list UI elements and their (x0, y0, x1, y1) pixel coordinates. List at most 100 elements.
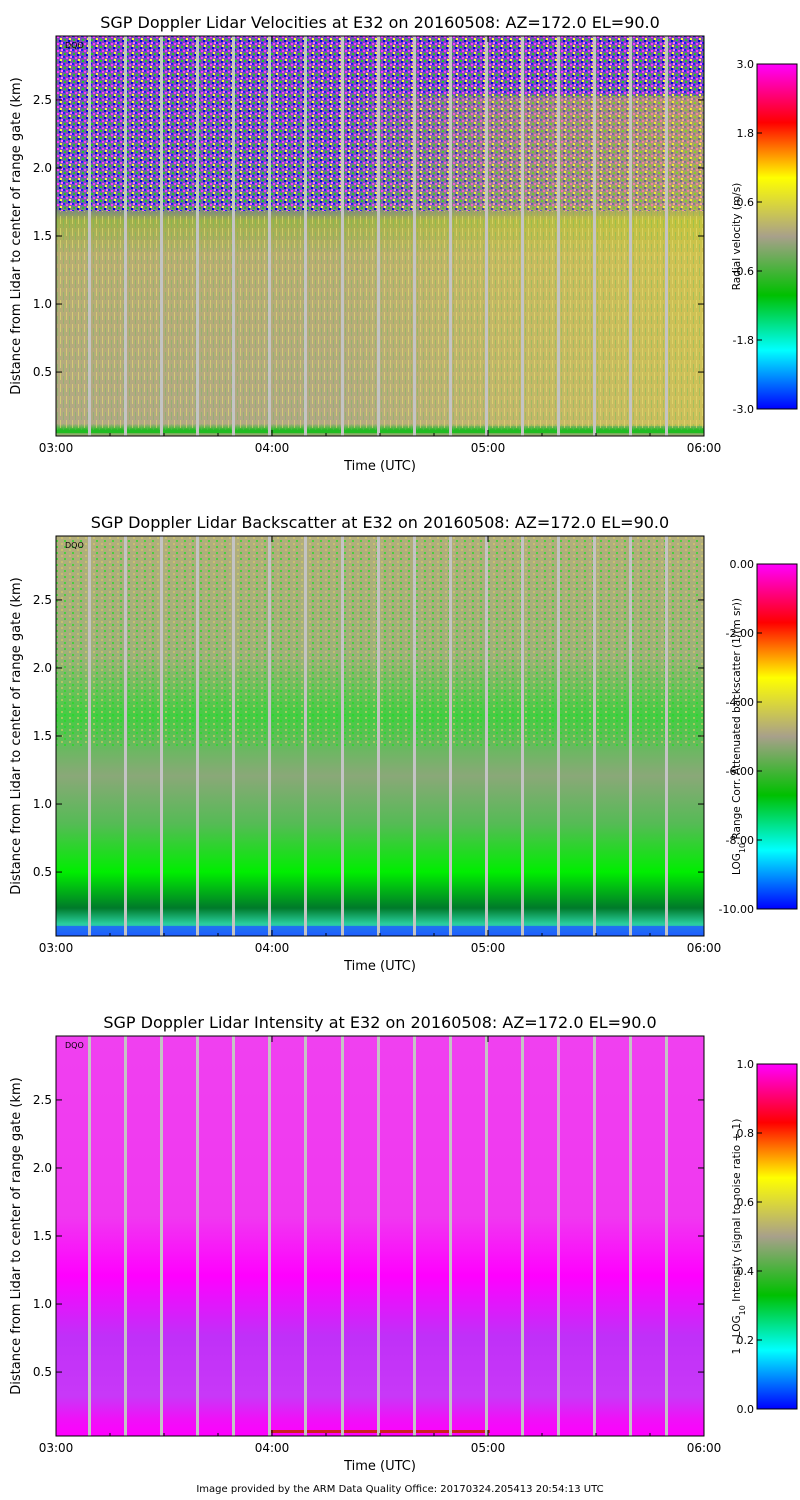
colorbar-label-rest: Range Corr. Attenuated backscatter (1/(m… (731, 598, 743, 843)
data-gap-stripe (557, 536, 560, 936)
data-gap-stripe (449, 536, 452, 936)
y-tick-label: 2.5 (33, 1093, 52, 1107)
dqo-label: DQO (65, 41, 84, 50)
y-tick-label: 1.5 (33, 729, 52, 743)
data-gap-stripe (485, 36, 488, 436)
y-tick-label: 2.0 (33, 1161, 52, 1175)
data-gap-stripe (304, 536, 307, 936)
colorbar-tick-label: -1.8 (733, 334, 754, 347)
colorbar (756, 563, 798, 910)
data-gap-stripe (196, 536, 199, 936)
colorbar-label: LOG10 Range Corr. Attenuated backscatter… (731, 598, 747, 875)
colorbar-tick-label: 0.8 (737, 1127, 755, 1140)
x-tick-label: 06:00 (687, 1441, 722, 1455)
data-gap-stripe (449, 36, 452, 436)
data-gap-stripe (160, 536, 163, 936)
colorbar-label-rest: Intensity (signal to noise ratio + 1) (731, 1119, 743, 1305)
data-gap-stripe (232, 1036, 235, 1436)
data-gap-stripe (124, 536, 127, 936)
y-tick-label: 2.0 (33, 661, 52, 675)
data-gap-stripe (88, 36, 91, 436)
data-gap-stripe (413, 36, 416, 436)
data-gap-stripe (268, 1036, 271, 1436)
x-tick-label: 04:00 (255, 941, 290, 955)
colorbar-tick-label: 0.6 (737, 196, 755, 209)
colorbar-tick-label: 1.0 (737, 1058, 755, 1071)
colorbar-tick-label: -2.00 (726, 627, 754, 640)
colorbar-label: 1 - LOG10 Intensity (signal to noise rat… (731, 1119, 747, 1355)
colorbar-tick-label: 0.2 (737, 1334, 755, 1347)
dqo-label: DQO (65, 1041, 84, 1050)
x-tick-label: 05:00 (471, 441, 506, 455)
data-gap-stripe (196, 36, 199, 436)
colorbar-tick-label: -10.00 (719, 903, 754, 916)
data-gap-stripe (629, 36, 632, 436)
chart-panel-backscatter: SGP Doppler Lidar Backscatter at E32 on … (9, 513, 798, 974)
chart-panel-velocity: SGP Doppler Lidar Velocities at E32 on 2… (9, 13, 798, 474)
chart-panel-intensity: SGP Doppler Lidar Intensity at E32 on 20… (9, 1013, 798, 1474)
colorbar-label: Radial velocity (m/s) (731, 183, 743, 291)
footer-credit: Image provided by the ARM Data Quality O… (196, 1484, 603, 1495)
data-gap-stripe (485, 536, 488, 936)
x-tick-label: 06:00 (687, 441, 722, 455)
data-gap-stripe (557, 36, 560, 436)
data-gap-stripe (232, 536, 235, 936)
data-gap-stripe (341, 536, 344, 936)
colorbar-tick-label: -6.00 (726, 765, 754, 778)
x-tick-label: 04:00 (255, 441, 290, 455)
colorbar (756, 1063, 798, 1410)
y-axis-label: Distance from Lidar to center of range g… (9, 577, 24, 894)
data-gap-stripe (629, 536, 632, 936)
data-gap-stripe (88, 536, 91, 936)
data-gap-stripe (124, 1036, 127, 1436)
data-gap-stripe (377, 36, 380, 436)
y-tick-label: 2.0 (33, 161, 52, 175)
colorbar-tick-label: 0.4 (737, 1265, 755, 1278)
data-gap-stripe (521, 1036, 524, 1436)
data-gap-stripe (304, 36, 307, 436)
colorbar-tick-label: -0.6 (733, 265, 754, 278)
y-tick-label: 1.0 (33, 297, 52, 311)
dqo-label: DQO (65, 541, 84, 550)
x-axis-label: Time (UTC) (343, 459, 416, 474)
data-gap-stripe (88, 1036, 91, 1436)
x-axis-label: Time (UTC) (343, 959, 416, 974)
data-gap-stripe (521, 536, 524, 936)
data-gap-stripe (160, 1036, 163, 1436)
chart-title: SGP Doppler Lidar Velocities at E32 on 2… (100, 13, 660, 32)
y-tick-label: 1.5 (33, 229, 52, 243)
y-axis-label: Distance from Lidar to center of range g… (9, 1077, 24, 1394)
data-gap-stripe (413, 1036, 416, 1436)
data-gap-stripe (341, 1036, 344, 1436)
colorbar (756, 63, 798, 410)
data-gap-stripe (268, 36, 271, 436)
data-gap-stripe (593, 36, 596, 436)
y-tick-label: 0.5 (33, 865, 52, 879)
y-tick-label: 1.0 (33, 1297, 52, 1311)
data-gap-stripe (268, 536, 271, 936)
data-gap-stripe (413, 536, 416, 936)
data-gap-stripe (665, 1036, 668, 1436)
y-tick-label: 0.5 (33, 365, 52, 379)
data-gap-stripe (196, 1036, 199, 1436)
colorbar-tick-label: 3.0 (737, 58, 755, 71)
y-tick-label: 1.0 (33, 797, 52, 811)
data-gap-stripe (449, 1036, 452, 1436)
data-gap-stripe (124, 36, 127, 436)
colorbar-label-prefix: 1 - LOG (731, 1315, 743, 1354)
data-gap-stripe (377, 536, 380, 936)
y-axis-label: Distance from Lidar to center of range g… (9, 77, 24, 394)
data-gap-stripe (521, 36, 524, 436)
x-tick-label: 05:00 (471, 1441, 506, 1455)
data-gap-stripe (341, 36, 344, 436)
x-tick-label: 03:00 (39, 1441, 74, 1455)
data-gap-stripe (593, 1036, 596, 1436)
x-axis-label: Time (UTC) (343, 1459, 416, 1474)
colorbar-label-prefix: LOG (731, 853, 743, 875)
colorbar-tick-label: -4.00 (726, 696, 754, 709)
x-tick-label: 03:00 (39, 441, 74, 455)
data-gap-stripe (160, 36, 163, 436)
colorbar-tick-label: 0.0 (737, 1403, 755, 1416)
y-tick-label: 2.5 (33, 93, 52, 107)
